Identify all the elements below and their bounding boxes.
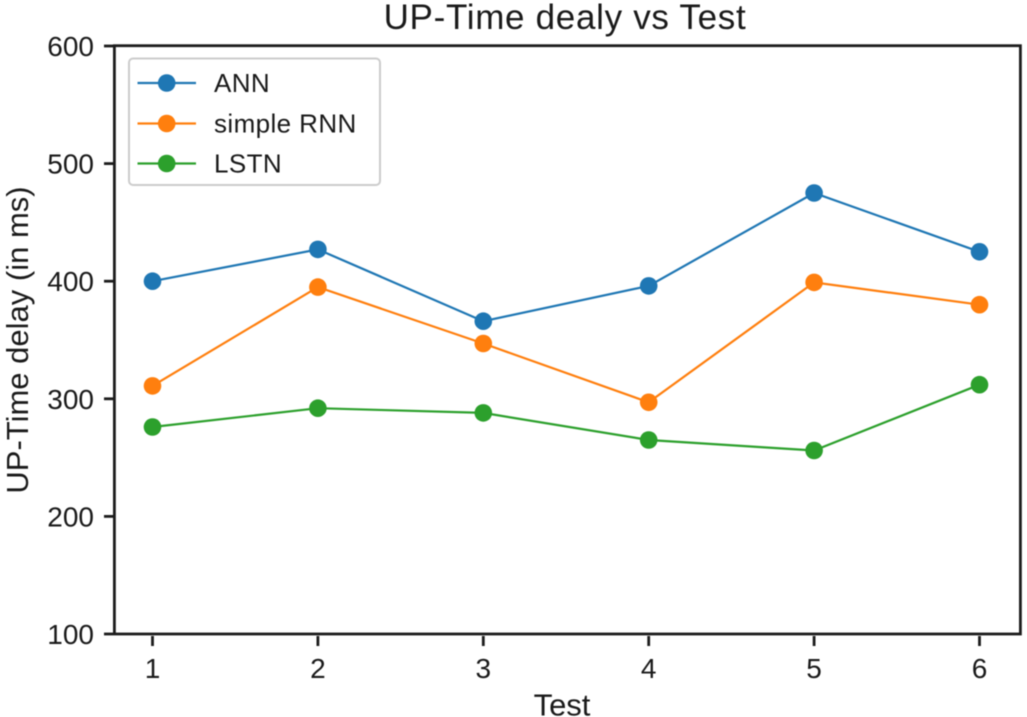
svg-text:5: 5 (806, 653, 822, 684)
svg-text:200: 200 (47, 501, 94, 532)
svg-text:4: 4 (641, 653, 657, 684)
svg-text:3: 3 (476, 653, 492, 684)
svg-text:LSTN: LSTN (214, 149, 282, 179)
svg-text:100: 100 (47, 619, 94, 650)
svg-text:600: 600 (47, 31, 94, 62)
svg-text:Test: Test (534, 688, 591, 717)
svg-text:500: 500 (47, 149, 94, 180)
svg-text:simple RNN: simple RNN (214, 109, 357, 139)
svg-text:400: 400 (47, 266, 94, 297)
svg-text:300: 300 (47, 384, 94, 415)
svg-text:6: 6 (972, 653, 988, 684)
svg-text:1: 1 (145, 653, 161, 684)
svg-text:ANN: ANN (214, 68, 270, 98)
svg-text:UP-Time delay (in ms): UP-Time delay (in ms) (0, 186, 35, 493)
svg-text:2: 2 (310, 653, 326, 684)
svg-text:UP-Time dealy vs Test: UP-Time dealy vs Test (384, 0, 747, 37)
